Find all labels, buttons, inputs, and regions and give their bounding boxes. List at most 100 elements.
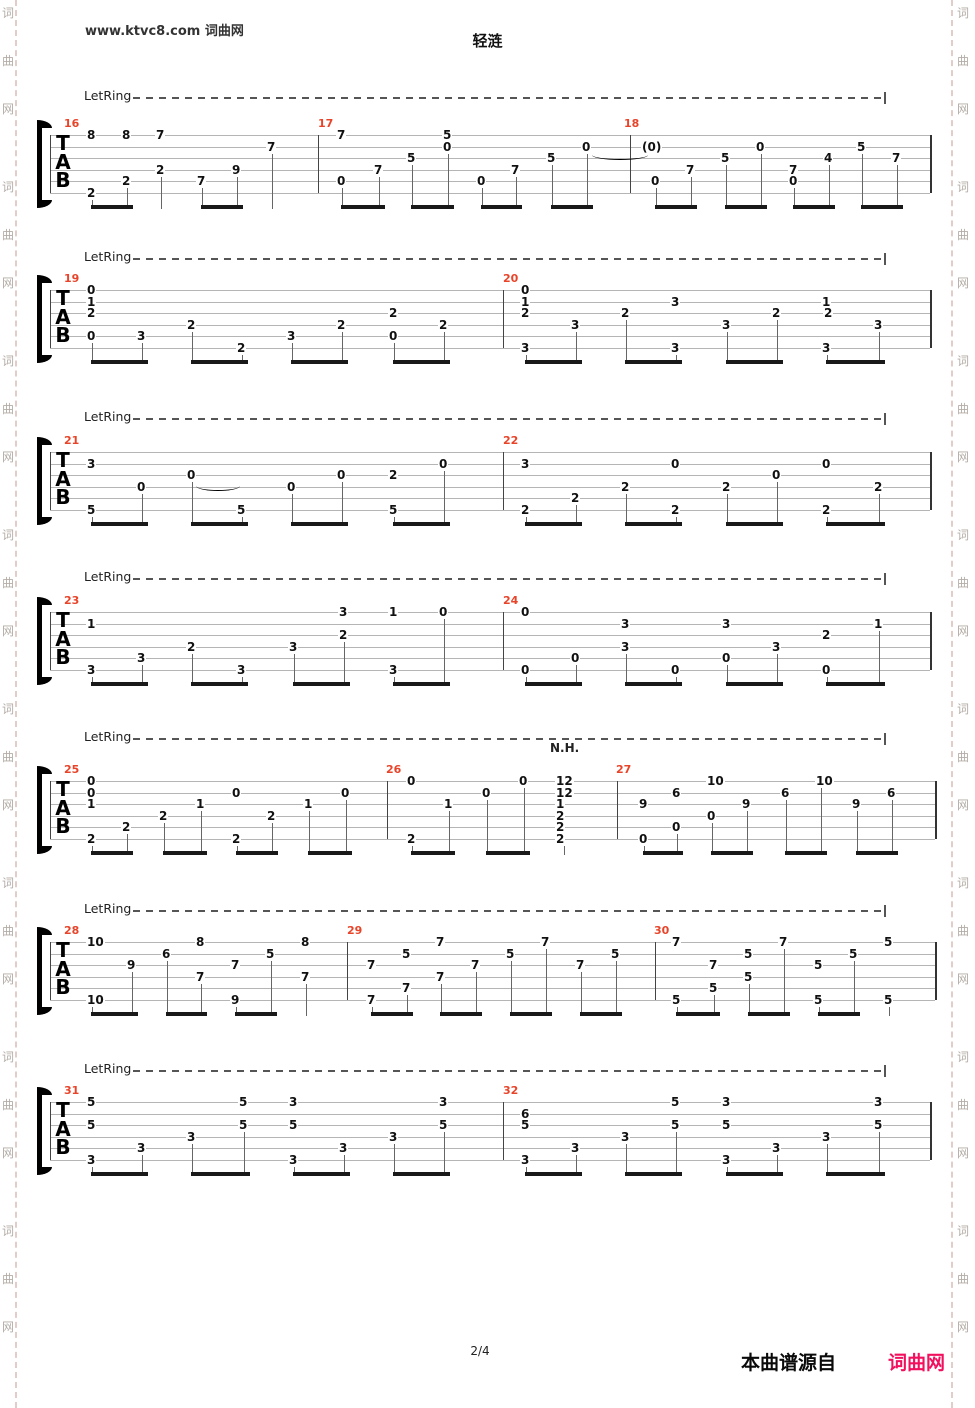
tab-note: 0 (476, 174, 487, 189)
tab-note: 0 (86, 283, 97, 297)
tab-note: 2 (555, 820, 566, 835)
note-stem (857, 811, 858, 855)
letring-dashes (133, 418, 884, 420)
letring-end-tick (884, 573, 886, 585)
tab-note: 2 (121, 820, 132, 835)
tab-note: 0 (231, 785, 242, 800)
tab-note: 2 (236, 341, 247, 355)
tab-note: 7 (155, 128, 166, 142)
watermark-char: 曲 (957, 1098, 970, 1112)
note-stem (726, 165, 727, 209)
watermark-char: 网 (957, 624, 970, 638)
note-stem (587, 153, 588, 209)
note-stem (242, 517, 243, 526)
tab-note: 0 (406, 774, 417, 788)
beam (525, 360, 582, 364)
tab-note: 3 (186, 1129, 197, 1144)
note-stem (192, 653, 193, 686)
barline-end (930, 452, 932, 510)
beam (91, 522, 148, 526)
watermark-char: 词 (957, 702, 970, 716)
tab-note: 0 (821, 663, 832, 677)
note-stem (676, 517, 677, 526)
staff-line (50, 290, 930, 291)
beam (726, 360, 783, 364)
note-stem (526, 1167, 527, 1176)
tab-note: 5 (670, 1118, 681, 1133)
system-bracket-tip (37, 1007, 52, 1015)
note-stem (142, 493, 143, 526)
note-stem (827, 517, 828, 526)
tab-clef-letter: T (56, 777, 70, 801)
watermark-char: 词 (957, 876, 970, 890)
staff-line (50, 348, 930, 349)
tab-note: 2 (86, 832, 97, 846)
tab-note: 2 (86, 186, 97, 200)
note-stem (237, 846, 238, 855)
tab-note: 10 (86, 935, 105, 949)
tab-note: 4 (823, 151, 834, 166)
note-stem (656, 188, 657, 209)
letring-label: LetRing (84, 88, 132, 103)
tab-note: 5 (520, 1118, 531, 1133)
barline (347, 942, 348, 1000)
beam (166, 1012, 207, 1016)
tab-note: 7 (510, 162, 521, 177)
watermark-char: 曲 (2, 750, 15, 764)
footer-brand-link[interactable]: 词曲网 (888, 1352, 946, 1374)
natural-harmonic-label: N.H. (550, 741, 580, 755)
note-stem (879, 1132, 880, 1176)
beam (481, 205, 522, 209)
tab-note: 3 (620, 616, 631, 631)
watermark-char: 曲 (2, 1098, 15, 1112)
tab-note: 0 (438, 605, 449, 619)
beam (525, 682, 582, 686)
watermark-char: 词 (2, 6, 15, 20)
beam (163, 851, 207, 855)
note-stem (201, 811, 202, 855)
staff-line (50, 953, 935, 955)
letring-end-tick (884, 253, 886, 265)
beam (726, 522, 783, 526)
watermark-char: 词 (957, 1050, 970, 1064)
beam (676, 1012, 720, 1016)
note-stem (644, 846, 645, 855)
song-title: 轻涟 (472, 32, 503, 50)
tab-note: 6 (671, 785, 682, 800)
tab-note: 0 (336, 174, 347, 189)
measure-number: 20 (503, 272, 519, 285)
note-stem (92, 1007, 93, 1016)
tab-note: 5 (86, 503, 97, 517)
note-stem (526, 677, 527, 686)
tab-note: 0 (581, 139, 592, 154)
beam (625, 360, 682, 364)
measure-number: 18 (624, 117, 640, 130)
tab-note: 6 (520, 1106, 531, 1121)
beam (291, 360, 348, 364)
tab-note: 5 (708, 981, 719, 996)
note-stem (546, 949, 547, 1016)
beam (393, 360, 450, 364)
letring-end-tick (884, 1065, 886, 1077)
barline (617, 781, 618, 839)
tab-note: 7 (196, 174, 207, 189)
note-stem (132, 972, 133, 1016)
note-stem (201, 983, 202, 1016)
note-stem (394, 517, 395, 526)
tab-note: 1 (443, 797, 454, 812)
system-bracket-tip (37, 355, 52, 363)
tab-note: 0 (721, 651, 732, 666)
note-stem (879, 331, 880, 364)
tab-note: 5 (265, 946, 276, 961)
tab-note: 1 (873, 616, 884, 631)
watermark-char: 网 (2, 798, 15, 812)
note-stem (127, 834, 128, 855)
tab-note: 3 (520, 341, 531, 355)
system-bracket (37, 604, 42, 678)
note-stem (236, 1007, 237, 1016)
note-stem (142, 1155, 143, 1176)
barline (503, 1102, 504, 1160)
tab-note: 0 (650, 174, 661, 189)
tab-note: 2 (555, 832, 566, 846)
barline-end (935, 781, 937, 839)
